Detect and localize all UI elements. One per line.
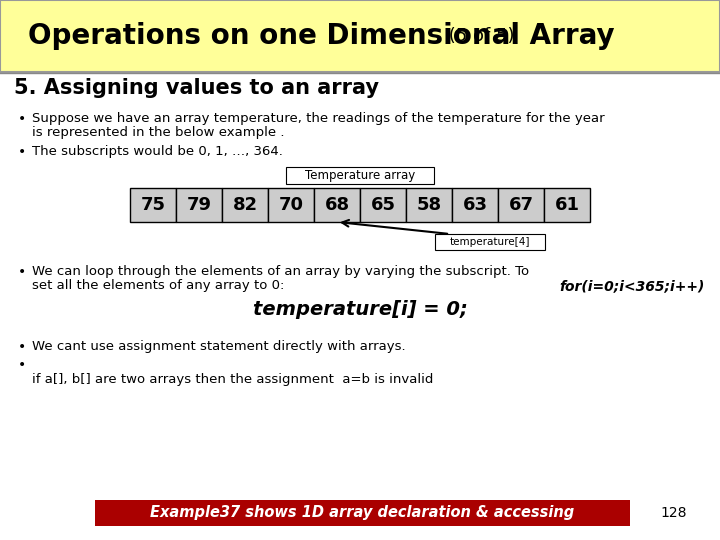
Text: We can loop through the elements of an array by varying the subscript. To: We can loop through the elements of an a… (32, 265, 529, 278)
Text: set all the elements of any array to 0:: set all the elements of any array to 0: (32, 279, 284, 292)
Bar (176, 188, 222, 222)
Text: temperature[i] = 0;: temperature[i] = 0; (253, 300, 467, 319)
Text: Temperature array: Temperature array (305, 169, 415, 182)
Text: for(i=0;i<365;i++): for(i=0;i<365;i++) (559, 279, 705, 293)
Text: 61: 61 (554, 196, 580, 214)
Text: if a[], b[] are two arrays then the assignment  a=b is invalid: if a[], b[] are two arrays then the assi… (32, 373, 433, 386)
Text: •: • (18, 340, 26, 354)
Text: The subscripts would be 0, 1, …, 364.: The subscripts would be 0, 1, …, 364. (32, 145, 283, 158)
Text: temperature[4]: temperature[4] (450, 237, 530, 247)
Bar (222, 188, 268, 222)
Text: (5 of 5): (5 of 5) (443, 27, 515, 45)
Bar (452, 188, 498, 222)
Text: 68: 68 (325, 196, 350, 214)
Bar (314, 188, 360, 222)
Text: 67: 67 (508, 196, 534, 214)
Bar (406, 188, 452, 222)
Text: 70: 70 (279, 196, 304, 214)
Text: 128: 128 (660, 506, 686, 520)
Text: We cant use assignment statement directly with arrays.: We cant use assignment statement directl… (32, 340, 405, 353)
Text: •: • (18, 145, 26, 159)
Bar (268, 188, 314, 222)
Text: •: • (18, 265, 26, 279)
Bar (286, 167, 434, 184)
Text: 5. Assigning values to an array: 5. Assigning values to an array (14, 78, 379, 98)
Text: is represented in the below example .: is represented in the below example . (32, 126, 284, 139)
Text: Example37 shows 1D array declaration & accessing: Example37 shows 1D array declaration & a… (150, 505, 575, 521)
Bar (95, 500, 630, 526)
Bar (435, 234, 545, 250)
Text: •: • (18, 112, 26, 126)
Text: 63: 63 (462, 196, 487, 214)
Text: 82: 82 (233, 196, 258, 214)
Bar (544, 188, 590, 222)
Text: •: • (18, 358, 26, 372)
Text: 58: 58 (416, 196, 441, 214)
Text: Suppose we have an array temperature, the readings of the temperature for the ye: Suppose we have an array temperature, th… (32, 112, 605, 125)
Text: 79: 79 (186, 196, 212, 214)
Bar (360, 188, 406, 222)
Text: 65: 65 (371, 196, 395, 214)
Text: Operations on one Dimensional Array: Operations on one Dimensional Array (28, 22, 615, 50)
Bar (498, 188, 544, 222)
Bar (0, 0, 720, 72)
Text: 75: 75 (140, 196, 166, 214)
Bar (130, 188, 176, 222)
